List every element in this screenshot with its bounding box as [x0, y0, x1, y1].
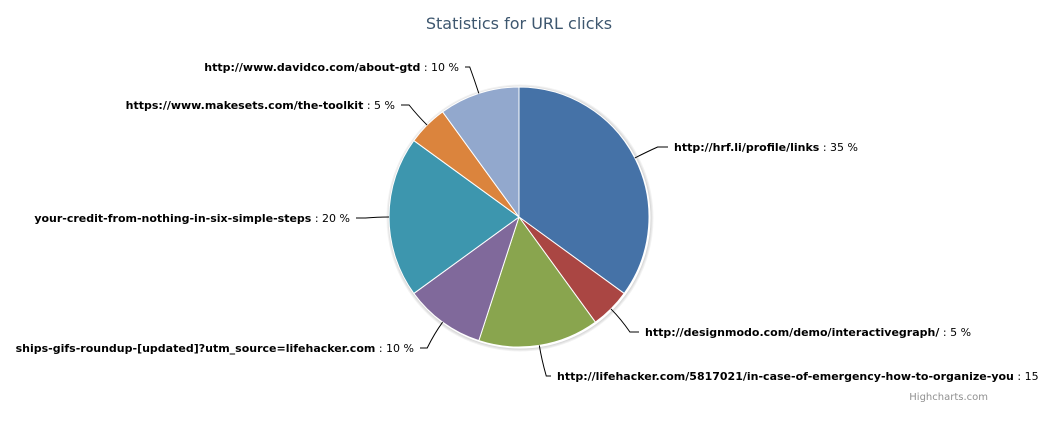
pie-slice-http-hrf-li-profile-links[interactable] — [518, 86, 650, 294]
label-connector — [356, 216, 390, 219]
label-connector — [610, 308, 639, 333]
label-connector — [420, 321, 443, 349]
pie-slices — [388, 86, 650, 348]
label-connector — [465, 66, 480, 94]
pie-slice-ships-gifs-roundup-updated-utm-source-li[interactable] — [413, 216, 520, 342]
label-connector — [538, 345, 551, 377]
data-label: http://designmodo.com/demo/interactivegr… — [645, 326, 971, 339]
pie-labels: http://hrf.li/profile/links : 35 % http:/… — [16, 61, 1039, 383]
data-label: https://www.makesets.com/the-toolkit : 5… — [126, 99, 395, 112]
label-connector — [401, 104, 428, 126]
data-label: your-credit-from-nothing-in-six-simple-s… — [34, 212, 350, 225]
data-label: http://www.davidco.com/about-gtd : 10 % — [204, 61, 459, 74]
data-label: http://hrf.li/profile/links : 35 % — [674, 141, 858, 154]
chart-title: Statistics for URL clicks — [426, 14, 612, 33]
pie-slice-http-lifehacker-com-5817021-in-case-of-e[interactable] — [478, 216, 596, 348]
pie-slice-your-credit-from-nothing-in-six-simple-s[interactable] — [388, 140, 520, 294]
data-label: http://lifehacker.com/5817021/in-case-of… — [557, 370, 1039, 383]
label-connector — [634, 146, 668, 159]
pie-slice-http-www-davidco-com-about-gtd[interactable] — [442, 86, 520, 218]
data-label: ships-gifs-roundup-[updated]?utm_source=… — [16, 342, 414, 355]
credits-link[interactable]: Highcharts.com — [909, 392, 988, 403]
